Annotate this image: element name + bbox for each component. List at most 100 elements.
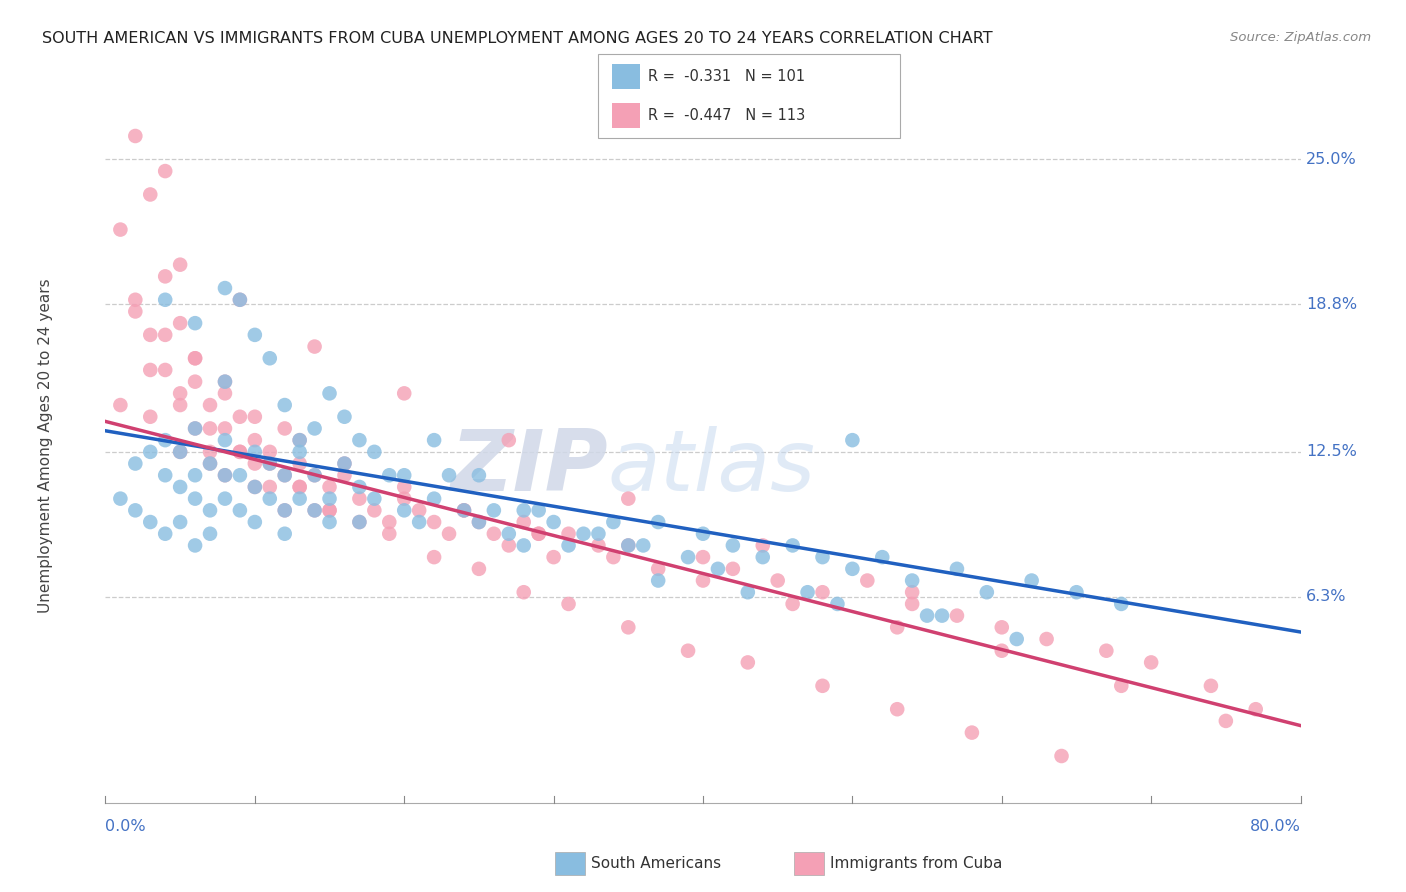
Point xyxy=(318,503,340,517)
Point xyxy=(647,574,669,588)
Text: R =  -0.447   N = 113: R = -0.447 N = 113 xyxy=(648,108,806,122)
Point xyxy=(214,281,236,295)
Point xyxy=(513,503,536,517)
Point xyxy=(243,327,266,342)
Point xyxy=(602,515,624,529)
Point xyxy=(1021,574,1043,588)
Point xyxy=(229,445,252,459)
Point xyxy=(288,480,311,494)
Point xyxy=(1199,679,1222,693)
Point xyxy=(349,491,371,506)
Point xyxy=(259,445,281,459)
Point xyxy=(273,503,295,517)
Point xyxy=(184,491,207,506)
Text: SOUTH AMERICAN VS IMMIGRANTS FROM CUBA UNEMPLOYMENT AMONG AGES 20 TO 24 YEARS CO: SOUTH AMERICAN VS IMMIGRANTS FROM CUBA U… xyxy=(42,31,993,46)
Point xyxy=(169,258,191,272)
Point xyxy=(588,538,610,552)
Point xyxy=(214,468,236,483)
Point xyxy=(304,340,326,354)
Point xyxy=(304,468,326,483)
Point xyxy=(184,375,207,389)
Point xyxy=(931,608,953,623)
Point xyxy=(856,574,879,588)
Point xyxy=(737,656,759,670)
Point xyxy=(513,538,536,552)
Point xyxy=(737,585,759,599)
Point xyxy=(288,480,311,494)
Point xyxy=(169,398,191,412)
Point xyxy=(498,538,520,552)
Point xyxy=(782,538,804,552)
Point xyxy=(349,433,371,447)
Text: 0.0%: 0.0% xyxy=(105,819,146,834)
Point xyxy=(333,457,356,471)
Point xyxy=(707,562,730,576)
Point xyxy=(468,515,491,529)
Point xyxy=(527,503,550,517)
Point xyxy=(827,597,849,611)
Point xyxy=(273,503,295,517)
Point xyxy=(124,457,146,471)
Point xyxy=(229,503,252,517)
Point xyxy=(394,491,416,506)
Point xyxy=(243,515,266,529)
Point xyxy=(243,409,266,424)
Point xyxy=(453,503,475,517)
Point xyxy=(273,421,295,435)
Point xyxy=(214,375,236,389)
Point xyxy=(811,550,834,565)
Point xyxy=(318,515,340,529)
Point xyxy=(288,491,311,506)
Point xyxy=(394,503,416,517)
Point xyxy=(304,421,326,435)
Text: 18.8%: 18.8% xyxy=(1306,297,1357,312)
Point xyxy=(139,409,162,424)
Point xyxy=(214,491,236,506)
Point xyxy=(408,515,430,529)
Point xyxy=(155,363,177,377)
Text: 80.0%: 80.0% xyxy=(1250,819,1301,834)
Point xyxy=(214,421,236,435)
Point xyxy=(198,445,221,459)
Point xyxy=(124,128,146,143)
Point xyxy=(602,550,624,565)
Point xyxy=(243,457,266,471)
Point xyxy=(617,491,640,506)
Point xyxy=(886,702,908,716)
Point xyxy=(139,187,162,202)
Point xyxy=(513,515,536,529)
Point xyxy=(1111,597,1133,611)
Point xyxy=(976,585,998,599)
Point xyxy=(811,585,834,599)
Point xyxy=(1066,585,1088,599)
Point xyxy=(229,468,252,483)
Point xyxy=(901,574,924,588)
Point xyxy=(124,293,146,307)
Point xyxy=(437,526,460,541)
Point xyxy=(1111,679,1133,693)
Point xyxy=(1005,632,1028,646)
Text: 25.0%: 25.0% xyxy=(1306,152,1357,167)
Point xyxy=(468,468,491,483)
Point xyxy=(633,538,655,552)
Point xyxy=(214,433,236,447)
Point xyxy=(437,468,460,483)
Point xyxy=(378,515,401,529)
Point xyxy=(453,503,475,517)
Text: Unemployment Among Ages 20 to 24 years: Unemployment Among Ages 20 to 24 years xyxy=(38,278,53,614)
Point xyxy=(198,503,221,517)
Point xyxy=(946,608,969,623)
Point xyxy=(333,457,356,471)
Text: South Americans: South Americans xyxy=(591,856,721,871)
Point xyxy=(1035,632,1057,646)
Point xyxy=(557,597,579,611)
Point xyxy=(333,409,356,424)
Point xyxy=(288,433,311,447)
Point xyxy=(543,515,565,529)
Point xyxy=(647,515,669,529)
Point xyxy=(617,620,640,634)
Point xyxy=(378,526,401,541)
Point xyxy=(363,445,385,459)
Point xyxy=(155,433,177,447)
Point xyxy=(363,503,385,517)
